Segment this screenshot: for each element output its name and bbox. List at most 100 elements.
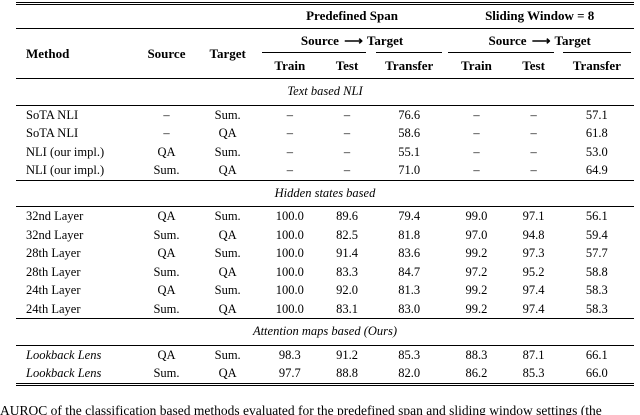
value-cell: 100.0 xyxy=(275,283,304,297)
value-cell: 100.0 xyxy=(275,209,304,223)
value-cell: 95.2 xyxy=(522,264,545,279)
value-cell: 97.7 xyxy=(278,366,301,380)
value-cell: 59.4 xyxy=(585,227,608,242)
method-cell: 24th Layer xyxy=(26,283,81,297)
cmidrule-pair xyxy=(259,51,446,53)
method-cell: 32nd Layer xyxy=(26,209,84,223)
method-cell: 32nd Layer xyxy=(26,227,84,242)
source-cell: – xyxy=(163,107,170,122)
cmidrule-transfer xyxy=(375,51,443,53)
value-cell: 88.8 xyxy=(336,366,358,380)
method-cell: 24th Layer xyxy=(26,301,81,316)
value-cell: 64.9 xyxy=(585,163,608,177)
table-row: Lookback Lens Sum. QA 97.7 88.8 82.0 86.2 85.3 6… xyxy=(16,364,634,384)
value-cell: 97.1 xyxy=(522,209,545,223)
table-row: Lookback Lens QA Sum. 98.3 91.2 85.3 88.3 87.1 6… xyxy=(16,345,634,364)
method-cell: 28th Layer xyxy=(26,264,81,279)
value-cell: 83.3 xyxy=(336,264,358,279)
value-cell: 83.1 xyxy=(336,301,358,316)
value-cell: 99.2 xyxy=(465,301,488,316)
cmidrule-train-test xyxy=(448,51,555,53)
target-cell: QA xyxy=(218,163,237,177)
method-cell: SoTA NLI xyxy=(26,126,79,140)
value-cell: 97.2 xyxy=(465,264,488,279)
group-header-row: Predefined Span Sliding Window = 8 xyxy=(16,3,634,29)
value-cell: – xyxy=(530,144,537,159)
target-cell: QA xyxy=(218,126,237,140)
value-cell: 87.1 xyxy=(522,347,545,362)
value-cell: 82.5 xyxy=(336,227,358,242)
value-cell: – xyxy=(286,163,293,177)
value-cell: 92.0 xyxy=(336,283,358,297)
source-cell: Sum. xyxy=(153,301,180,316)
value-cell: 61.8 xyxy=(585,126,608,140)
table-row: 24th Layer Sum. QA 100.0 83.1 83.0 99.2 97.4 58.… xyxy=(16,300,634,319)
target-cell: QA xyxy=(218,264,237,279)
method-cell: NLI (our impl.) xyxy=(26,144,105,159)
target-cell: Sum. xyxy=(214,209,241,223)
value-cell: 100.0 xyxy=(275,264,304,279)
value-cell: 83.0 xyxy=(398,301,421,316)
table-header: Predefined Span Sliding Window = 8 Metho… xyxy=(16,3,634,79)
value-cell: 99.2 xyxy=(465,246,488,260)
group-header-sliding-window: Sliding Window = 8 xyxy=(445,3,634,29)
value-cell: – xyxy=(473,163,480,177)
value-cell: – xyxy=(286,144,293,159)
value-cell: 71.0 xyxy=(398,163,421,177)
column-header-source: Source xyxy=(136,28,197,79)
value-cell: 57.7 xyxy=(585,246,608,260)
value-cell: 94.8 xyxy=(522,227,545,242)
target-cell: Sum. xyxy=(214,144,241,159)
value-cell: 82.0 xyxy=(398,366,421,380)
source-cell: QA xyxy=(157,347,176,362)
table-caption: AUROC of the classification based method… xyxy=(0,403,602,415)
section-title: Text based NLI xyxy=(16,78,634,106)
value-cell: – xyxy=(530,163,537,177)
value-cell: – xyxy=(530,107,537,122)
source-to-target-label: Source ⟶ Target xyxy=(259,33,446,49)
value-cell: – xyxy=(343,163,351,177)
source-cell: – xyxy=(163,126,170,140)
table-row: 32nd Layer QA Sum. 100.0 89.6 79.4 99.0 97.1 56.… xyxy=(16,207,634,226)
value-cell: – xyxy=(343,144,351,159)
long-right-arrow-icon: ⟶ xyxy=(344,33,363,48)
target-cell: Sum. xyxy=(214,246,241,260)
table-row: NLI (our impl.) Sum. QA – – 71.0 – – 64.9 xyxy=(16,161,634,180)
column-header-train-2: Train xyxy=(445,53,508,79)
value-cell: – xyxy=(473,126,480,140)
span-target-label: Target xyxy=(366,33,404,48)
group-header-spacer xyxy=(16,3,259,29)
value-cell: 100.0 xyxy=(275,246,304,260)
source-cell: Sum. xyxy=(153,227,180,242)
value-cell: – xyxy=(343,107,351,122)
span-source-label: Source xyxy=(300,33,339,48)
section-header-row: Attention maps based (Ours) xyxy=(16,318,634,346)
source-to-target-label: Source ⟶ Target xyxy=(445,33,634,49)
table-body: Text based NLI SoTA NLI – Sum. – –76.6– –57.1 S… xyxy=(16,78,634,385)
value-cell: 91.2 xyxy=(336,347,358,362)
section-title: Attention maps based (Ours) xyxy=(16,318,634,346)
column-header-test-2: Test xyxy=(507,53,560,79)
section-header-row: Hidden states based xyxy=(16,179,634,207)
column-header-target: Target xyxy=(196,28,259,79)
value-cell: 97.4 xyxy=(522,301,545,316)
table-row: NLI (our impl.) QA Sum. – – 55.1 – – 53.0 xyxy=(16,143,634,162)
column-header-transfer-2: Transfer xyxy=(559,53,634,79)
value-cell: 76.6 xyxy=(398,107,421,122)
span-source-label: Source xyxy=(488,33,527,48)
value-cell: 58.3 xyxy=(585,301,608,316)
target-cell: Sum. xyxy=(214,283,241,297)
target-cell: QA xyxy=(218,301,237,316)
value-cell: 86.2 xyxy=(465,366,488,380)
value-cell: 85.3 xyxy=(522,366,545,380)
span-target-label: Target xyxy=(554,33,591,48)
target-cell: QA xyxy=(218,366,237,380)
source-cell: QA xyxy=(157,246,176,260)
value-cell: 58.3 xyxy=(585,283,608,297)
value-cell: 89.6 xyxy=(336,209,358,223)
source-to-target-header-1: Source ⟶ Target xyxy=(259,29,446,53)
value-cell: – xyxy=(473,107,480,122)
column-header-train-1: Train xyxy=(258,53,321,79)
value-cell: – xyxy=(286,126,293,140)
